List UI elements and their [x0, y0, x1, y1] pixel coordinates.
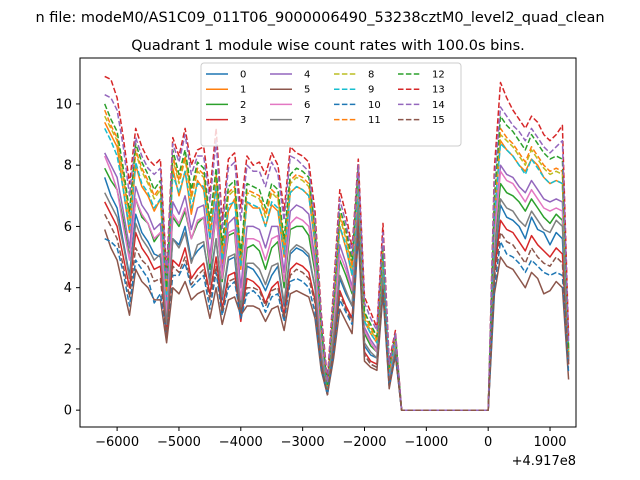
x-tick-label: 0 [484, 435, 492, 450]
legend-label-13: 13 [432, 85, 445, 96]
series-line-14 [104, 94, 570, 411]
y-tick-label: 10 [55, 97, 72, 112]
legend-label-11: 11 [368, 115, 381, 126]
legend-label-1: 1 [240, 85, 246, 96]
chart-title: Quadrant 1 module wise count rates with … [131, 38, 525, 54]
legend-label-10: 10 [368, 100, 381, 111]
legend-label-4: 4 [304, 70, 310, 81]
legend-label-2: 2 [240, 100, 246, 111]
y-tick-label: 4 [64, 281, 72, 296]
plot-frame [79, 57, 577, 428]
series-line-6 [104, 155, 570, 411]
legend-label-8: 8 [368, 70, 374, 81]
y-tick-label: 2 [64, 342, 72, 357]
legend-label-7: 7 [304, 115, 310, 126]
series-layer [103, 75, 570, 411]
figure-suptitle: n file: modeM0/AS1C09_011T06_9000006490_… [35, 10, 604, 26]
x-axis-offset-label: +4.917e8 [512, 454, 576, 469]
x-tick-label: 1000 [533, 435, 566, 450]
legend-label-6: 6 [304, 100, 310, 111]
y-tick-label: 8 [64, 159, 72, 174]
y-axis: 0 2 4 6 8 10 [55, 97, 80, 419]
legend-label-12: 12 [432, 70, 445, 81]
x-tick-label: −4000 [219, 435, 263, 450]
y-tick-label: 6 [64, 220, 72, 235]
legend-label-5: 5 [304, 85, 310, 96]
x-tick-label: −5000 [157, 435, 201, 450]
x-tick-label: −2000 [342, 435, 386, 450]
x-axis: −6000 −5000 −4000 −3000 −2000 −1000 0 1000 [95, 427, 567, 450]
legend-label-3: 3 [240, 115, 246, 126]
x-tick-label: −6000 [95, 435, 139, 450]
x-tick-label: −1000 [404, 435, 448, 450]
legend-label-14: 14 [432, 100, 445, 111]
y-tick-label: 0 [64, 404, 72, 419]
legend-box [200, 62, 462, 147]
legend-label-15: 15 [432, 115, 445, 126]
series-line-15 [104, 213, 570, 411]
series-line-7 [104, 192, 570, 411]
x-tick-label: −3000 [281, 435, 325, 450]
legend-label-9: 9 [368, 85, 374, 96]
legend-label-0: 0 [240, 70, 246, 81]
